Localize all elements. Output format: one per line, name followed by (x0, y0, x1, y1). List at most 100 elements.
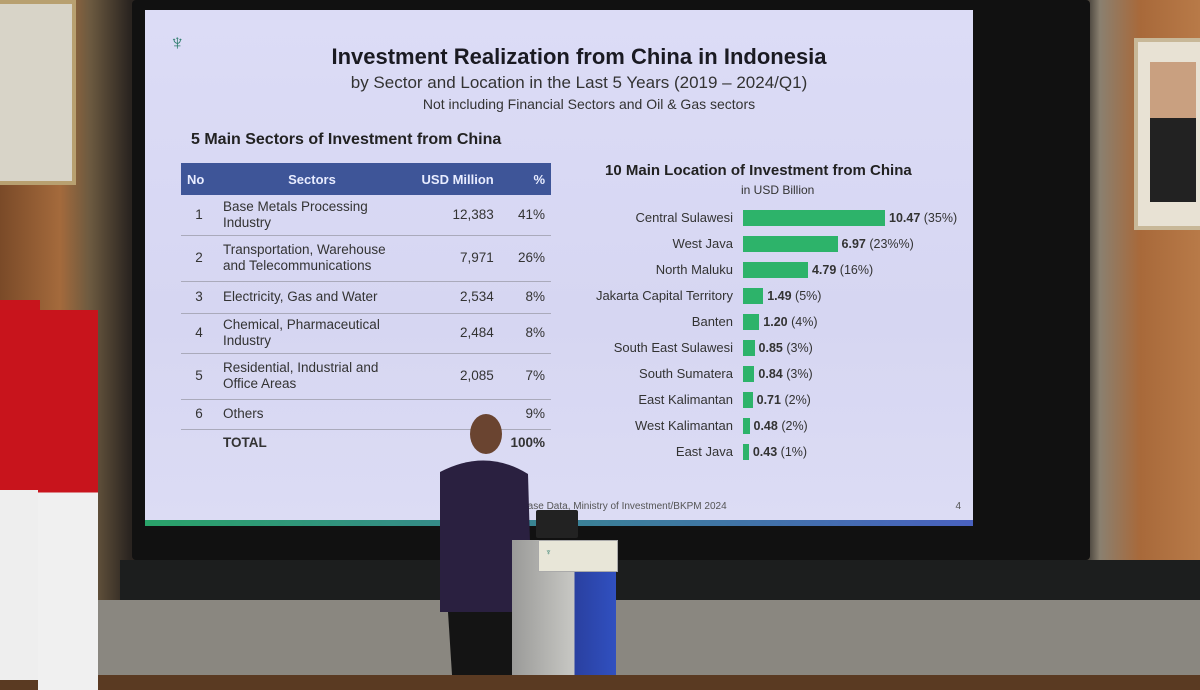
table-row: 2 Transportation, Warehouse and Telecommu… (181, 235, 551, 282)
cell-sector: Transportation, Warehouse and Telecommun… (217, 235, 407, 282)
slide-subtitle: by Sector and Location in the Last 5 Yea… (350, 73, 808, 92)
bar-row: West Java 6.97 (23%%) (145, 234, 973, 260)
bar-category-label: East Java (675, 444, 733, 459)
cell-sector: Chemical, Pharmaceutical Industry (217, 313, 407, 354)
bar-value-label: 0.85 (3%) (759, 341, 813, 355)
bar-row: East Kalimantan 0.71 (2%) (145, 390, 973, 416)
col-no: No (181, 163, 217, 195)
table-row: 1 Base Metals Processing Industry 12,383 41… (181, 195, 551, 236)
bar-value-label: 4.79 (16%) (812, 263, 873, 277)
bar-category-label: West Kalimantan (634, 418, 733, 433)
podium: ♆ (512, 540, 618, 675)
cell-usd: 2,085 (407, 353, 500, 400)
bar-category-label: Central Sulawesi (635, 210, 733, 225)
cell-no: 3 (181, 281, 217, 314)
sectors-table: No Sectors USD Million % 1 Base Metals Pr… (181, 163, 551, 457)
bar-value-label: 0.71 (2%) (757, 393, 811, 407)
cell-no: 2 (181, 235, 217, 282)
bar-value: 0.85 (758, 341, 783, 355)
bar-value: 1.20 (763, 315, 788, 329)
cell-sector: Electricity, Gas and Water (217, 281, 407, 314)
bar (743, 288, 764, 304)
cell-sector: Residential, Industrial and Office Areas (217, 353, 407, 400)
bar-category-label: West Java (672, 236, 733, 251)
bar-row: Central Sulawesi 10.47 (35%) (145, 208, 973, 234)
bar (743, 392, 753, 408)
bar-value-label: 1.49 (5%) (767, 289, 821, 303)
bar-value: 0.43 (752, 445, 778, 459)
bar-pct: (4%) (791, 315, 818, 329)
bar-row: North Maluku 4.79 (16%) (145, 260, 973, 286)
portrait-frame-left (0, 0, 76, 185)
sectors-heading: 5 Main Sectors of Investment from China (191, 131, 502, 148)
cell-pct: 8% (499, 281, 551, 314)
bar-value: 1.49 (767, 289, 792, 303)
col-sectors: Sectors (217, 163, 407, 195)
bar-value-label: 10.47 (35%) (889, 211, 957, 225)
portrait-frame-right (1134, 38, 1200, 230)
cell-pct: 9% (499, 399, 551, 430)
bar-category-label: East Kalimantan (638, 392, 733, 407)
bar-category-label: Banten (691, 314, 733, 329)
bar-value-label: 0.84 (3%) (758, 367, 812, 381)
bar (743, 210, 885, 226)
bar-value-label: 0.43 (1%) (753, 445, 807, 459)
bar-row: South East Sulawesi 0.85 (3%) (145, 338, 973, 364)
bar-value: 0.71 (756, 393, 781, 407)
indonesian-flag (38, 310, 98, 690)
bar (743, 262, 808, 278)
bar-value: 0.48 (753, 419, 778, 433)
slide-title: Investment Realization from China in Ind… (331, 44, 827, 69)
cell-usd: 12,383 (407, 195, 500, 236)
bar-value-label: 6.97 (23%%) (842, 237, 914, 251)
bkpm-logo-icon: ♆ (169, 30, 186, 55)
bar-category-label: South East Sulawesi (613, 340, 733, 355)
bar (743, 314, 760, 330)
table-row: 5 Residential, Industrial and Office Area… (181, 353, 551, 400)
bar-category-label: North Maluku (655, 262, 733, 277)
col-pct: % (499, 163, 551, 195)
bar-value-label: 1.20 (4%) (763, 315, 817, 329)
table-row: 4 Chemical, Pharmaceutical Industry 2,484 8… (181, 313, 551, 354)
bar-pct: (2%) (781, 419, 808, 433)
bar-row: South Sumatera 0.84 (3%) (145, 364, 973, 390)
indonesian-flag (0, 300, 40, 680)
table-row: 3 Electricity, Gas and Water 2,534 8% (181, 281, 551, 314)
cell-no: 6 (181, 399, 217, 430)
total-pct: 100% (510, 435, 545, 451)
bar-value: 6.97 (841, 237, 866, 251)
total-label: TOTAL (223, 435, 267, 451)
cell-pct: 7% (499, 353, 551, 400)
bar-category-label: South Sumatera (639, 366, 733, 381)
bar-value: 0.84 (758, 367, 783, 381)
slide-note: Not including Financial Sectors and Oil … (422, 96, 756, 112)
bar (743, 444, 749, 460)
cell-usd: 2,484 (407, 313, 500, 354)
bar-pct: (2%) (784, 393, 811, 407)
laptop (536, 510, 578, 538)
bar (743, 340, 755, 356)
cell-pct: 26% (499, 235, 551, 282)
bar (743, 366, 755, 382)
cell-no: 1 (181, 195, 217, 236)
bar-row: West Kalimantan 0.48 (2%) (145, 416, 973, 442)
table-row-total: TOTAL 100% (181, 429, 551, 457)
bar-row: Jakarta Capital Territory 1.49 (5%) (145, 286, 973, 312)
cell-no: 5 (181, 353, 217, 400)
page-number: 4 (955, 501, 961, 512)
bar (743, 236, 838, 252)
cell-sector: Others (217, 399, 407, 430)
bar-value: 4.79 (811, 263, 837, 277)
cell-usd: 2,534 (407, 281, 500, 314)
unit-label: in USD Billion (741, 183, 815, 197)
bar-value: 10.47 (889, 211, 921, 225)
cell-pct: 41% (499, 195, 551, 236)
cell-usd: 7,971 (407, 235, 500, 282)
cell-pct: 8% (499, 313, 551, 354)
bar-pct: (16%) (839, 263, 874, 277)
bar-pct: (35%) (923, 211, 958, 225)
bar-pct: (23%%) (869, 237, 914, 251)
bar-pct: (3%) (786, 341, 813, 355)
col-usd: USD Million (407, 163, 500, 195)
bar-value-label: 0.48 (2%) (754, 419, 808, 433)
